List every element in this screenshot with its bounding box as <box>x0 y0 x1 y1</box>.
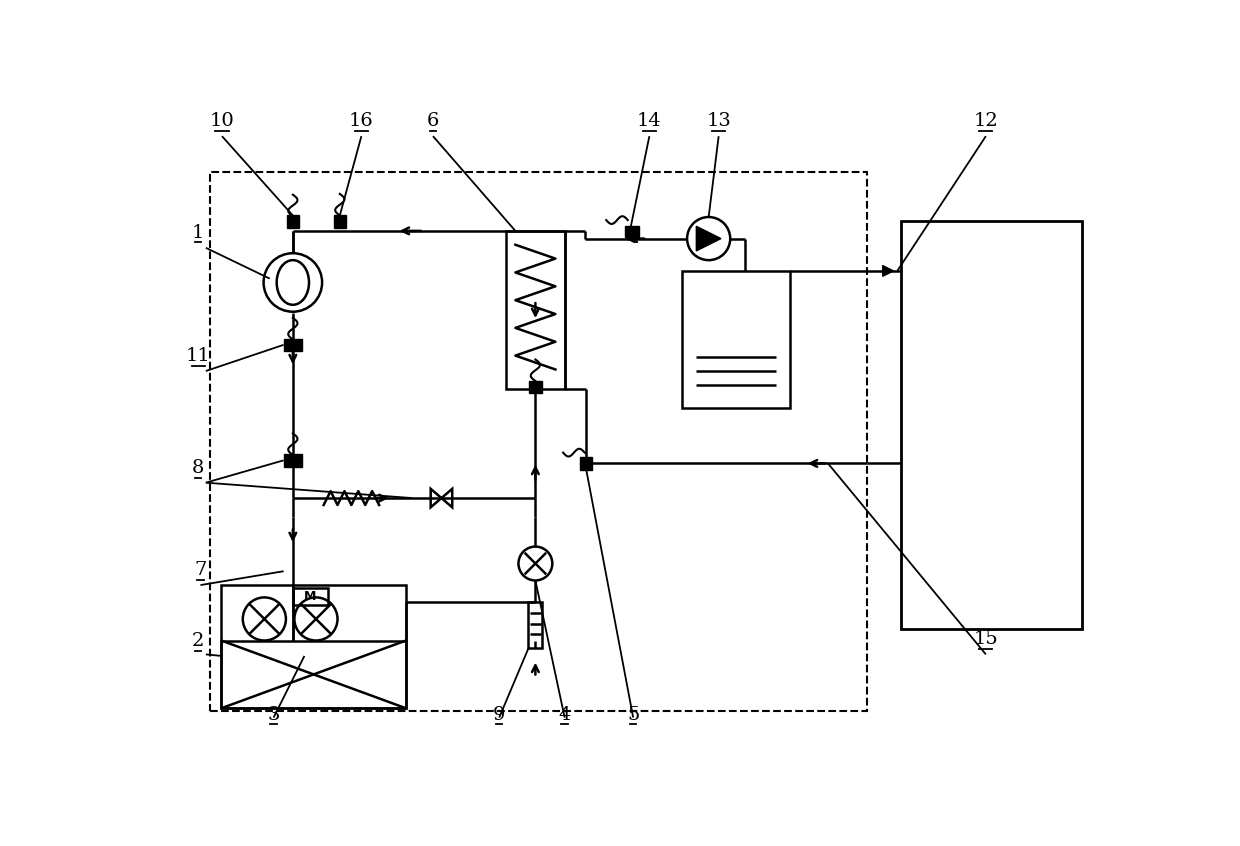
Polygon shape <box>697 226 720 251</box>
Text: 3: 3 <box>268 706 280 723</box>
Text: 7: 7 <box>195 561 207 579</box>
Text: 15: 15 <box>973 630 998 648</box>
Bar <box>506 231 564 388</box>
Text: M: M <box>304 591 316 603</box>
Bar <box>901 221 1083 629</box>
Bar <box>221 640 405 708</box>
Text: 5: 5 <box>627 706 640 723</box>
Text: 16: 16 <box>348 112 373 130</box>
Text: 10: 10 <box>210 112 234 130</box>
Text: 13: 13 <box>707 112 732 130</box>
Bar <box>286 216 299 228</box>
Bar <box>284 454 303 466</box>
Bar <box>625 226 639 237</box>
Text: 8: 8 <box>192 459 205 477</box>
Polygon shape <box>883 266 894 277</box>
Bar <box>528 602 542 648</box>
Text: 2: 2 <box>192 632 205 650</box>
Bar <box>580 457 593 470</box>
Bar <box>221 585 405 708</box>
Text: 6: 6 <box>427 112 439 130</box>
Text: 14: 14 <box>637 112 662 130</box>
Text: 4: 4 <box>558 706 570 723</box>
Text: 1: 1 <box>192 223 205 242</box>
Bar <box>682 271 790 408</box>
Text: 9: 9 <box>494 706 506 723</box>
Text: 12: 12 <box>973 112 998 130</box>
Bar <box>293 588 327 605</box>
Text: 11: 11 <box>186 347 211 365</box>
Bar <box>211 173 867 711</box>
Bar <box>284 338 303 351</box>
Bar <box>529 381 542 393</box>
Bar <box>334 216 346 228</box>
